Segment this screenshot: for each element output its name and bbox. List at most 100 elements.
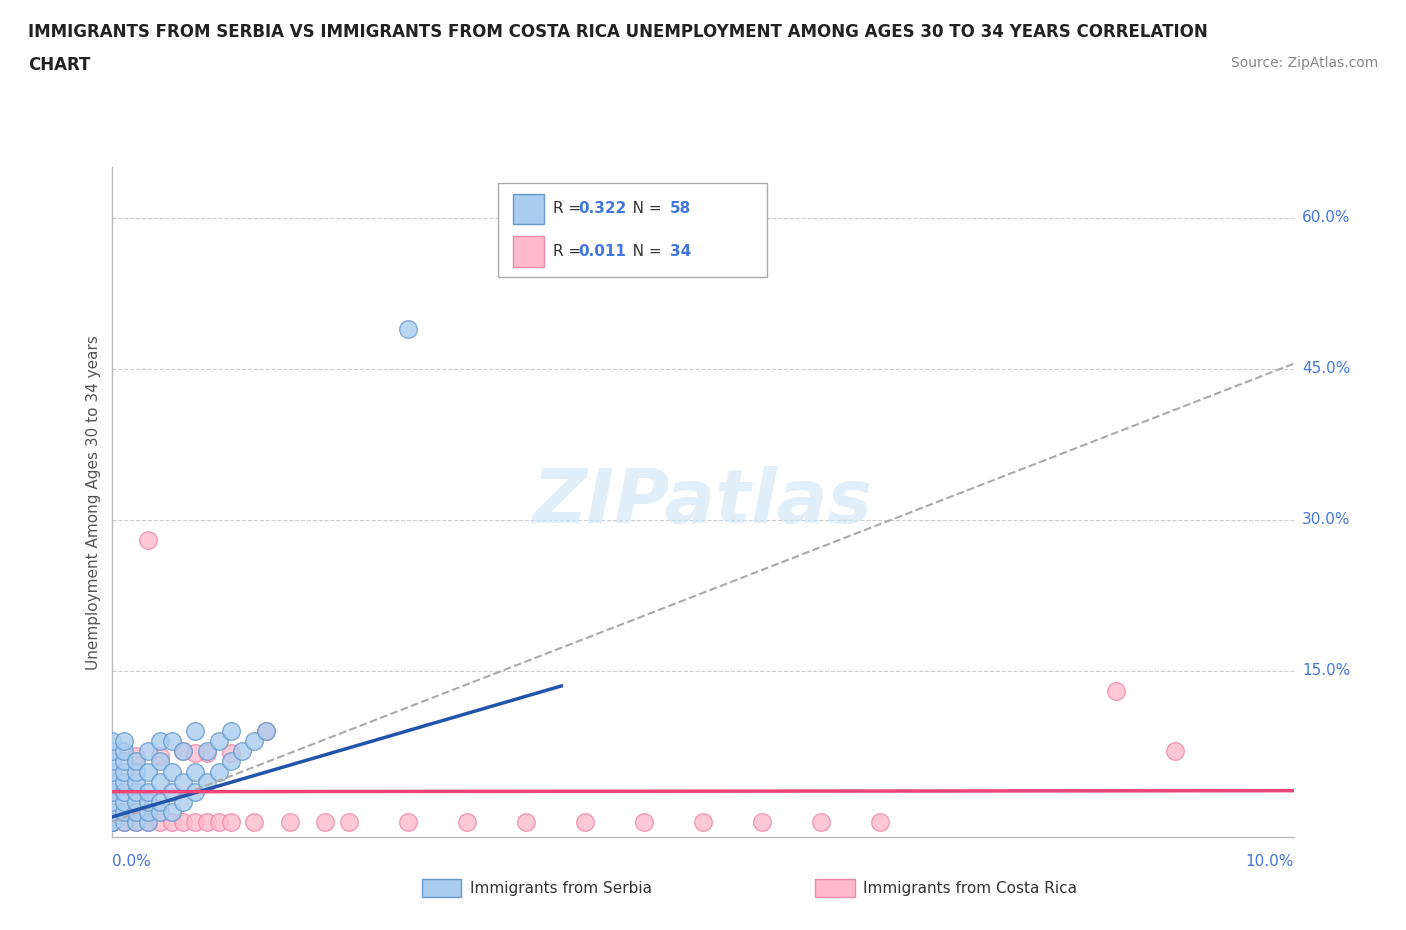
Point <box>396 321 419 336</box>
Text: 30.0%: 30.0% <box>1302 512 1350 527</box>
Point <box>208 734 231 749</box>
Text: N =: N = <box>617 202 666 217</box>
Text: 58: 58 <box>669 202 690 217</box>
Text: N =: N = <box>617 245 666 259</box>
Point <box>337 815 360 830</box>
Point <box>751 815 773 830</box>
Point <box>195 746 218 761</box>
Point <box>172 744 194 759</box>
Point <box>136 804 159 819</box>
Point <box>112 734 135 749</box>
Point <box>101 734 124 749</box>
Point <box>195 774 218 789</box>
Text: 10.0%: 10.0% <box>1246 854 1294 869</box>
Point <box>112 794 135 809</box>
Point <box>101 774 124 789</box>
Point <box>396 815 419 830</box>
Point <box>172 794 194 809</box>
Point <box>149 794 172 809</box>
Point <box>515 815 537 830</box>
Point <box>112 804 135 819</box>
Point <box>574 815 596 830</box>
Point <box>101 815 124 830</box>
Point <box>112 815 135 830</box>
Point <box>149 734 172 749</box>
Point <box>208 764 231 779</box>
Point <box>112 774 135 789</box>
Point <box>149 754 172 769</box>
Point <box>184 724 207 738</box>
Point <box>112 784 135 799</box>
Point <box>208 815 231 830</box>
Point <box>254 724 277 738</box>
Point <box>172 774 194 789</box>
Point <box>101 815 124 830</box>
Text: CHART: CHART <box>28 56 90 73</box>
Point <box>243 815 266 830</box>
Point <box>125 784 148 799</box>
Point <box>149 749 172 764</box>
Text: Immigrants from Serbia: Immigrants from Serbia <box>470 881 651 896</box>
Point <box>125 794 148 809</box>
Point <box>869 815 891 830</box>
Point <box>136 744 159 759</box>
Text: 34: 34 <box>669 245 690 259</box>
Point <box>136 533 159 548</box>
Text: Immigrants from Costa Rica: Immigrants from Costa Rica <box>863 881 1077 896</box>
Y-axis label: Unemployment Among Ages 30 to 34 years: Unemployment Among Ages 30 to 34 years <box>86 335 101 670</box>
Point <box>1105 684 1128 698</box>
Point <box>112 744 135 759</box>
Point <box>254 724 277 738</box>
Point <box>149 774 172 789</box>
Point <box>125 754 148 769</box>
Point <box>243 734 266 749</box>
Point <box>219 754 242 769</box>
Point <box>136 815 159 830</box>
Point <box>149 804 172 819</box>
Point <box>314 815 336 830</box>
Point <box>112 815 135 830</box>
Point <box>136 794 159 809</box>
Point <box>101 784 124 799</box>
Point <box>101 764 124 779</box>
Point <box>231 744 253 759</box>
Text: R =: R = <box>553 202 586 217</box>
Point <box>160 764 183 779</box>
Text: IMMIGRANTS FROM SERBIA VS IMMIGRANTS FROM COSTA RICA UNEMPLOYMENT AMONG AGES 30 : IMMIGRANTS FROM SERBIA VS IMMIGRANTS FRO… <box>28 23 1208 41</box>
Point <box>101 815 124 830</box>
Point <box>184 815 207 830</box>
Point <box>219 815 242 830</box>
Point <box>101 754 124 769</box>
Text: Source: ZipAtlas.com: Source: ZipAtlas.com <box>1230 56 1378 70</box>
Point <box>184 746 207 761</box>
Text: 60.0%: 60.0% <box>1302 210 1350 225</box>
Point <box>692 815 714 830</box>
Point <box>195 815 218 830</box>
Point <box>172 815 194 830</box>
Point <box>149 815 172 830</box>
Point <box>160 815 183 830</box>
Text: 45.0%: 45.0% <box>1302 361 1350 377</box>
Text: 0.011: 0.011 <box>578 245 626 259</box>
Point <box>112 754 135 769</box>
Point <box>184 764 207 779</box>
Point <box>112 764 135 779</box>
Point <box>456 815 478 830</box>
Point <box>125 815 148 830</box>
Point <box>101 744 124 759</box>
Point <box>125 815 148 830</box>
Point <box>195 744 218 759</box>
Point <box>184 784 207 799</box>
Point <box>125 774 148 789</box>
Point <box>136 784 159 799</box>
Point <box>101 794 124 809</box>
Text: 0.0%: 0.0% <box>112 854 152 869</box>
Point <box>160 804 183 819</box>
Point <box>136 764 159 779</box>
Point <box>219 746 242 761</box>
Point <box>810 815 832 830</box>
Point <box>101 815 124 830</box>
Point <box>125 764 148 779</box>
Text: 15.0%: 15.0% <box>1302 663 1350 678</box>
Point <box>125 804 148 819</box>
